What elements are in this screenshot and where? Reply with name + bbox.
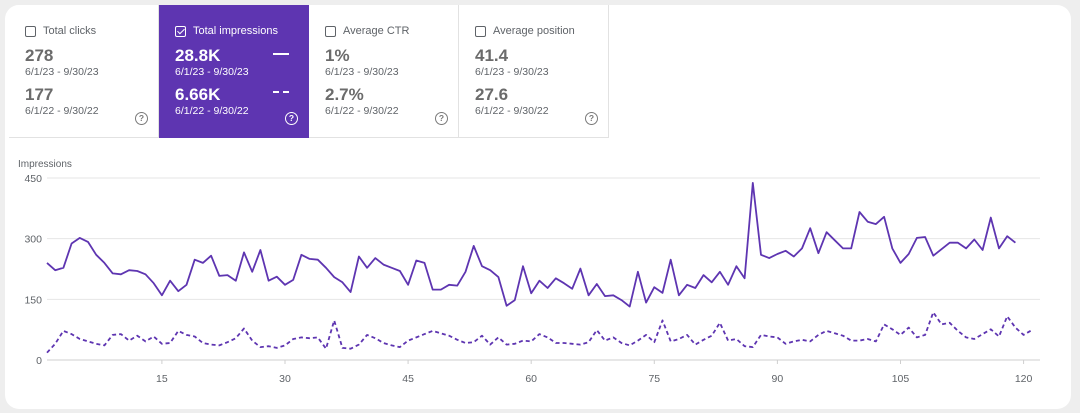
metric-tile-total-impressions[interactable]: Total impressions 28.8K 6/1/23 - 9/30/23… [159, 5, 309, 138]
x-tick-label: 45 [402, 373, 414, 385]
metric-value-previous: 2.7% [325, 85, 364, 104]
x-tick-label: 15 [156, 373, 168, 385]
metric-label: Total clicks [43, 25, 97, 37]
metric-range-current: 6/1/23 - 9/30/23 [25, 66, 99, 78]
metric-header: Average position [475, 25, 575, 37]
x-tick-label: 75 [648, 373, 660, 385]
y-tick-label: 0 [36, 355, 42, 367]
x-tick-label: 30 [279, 373, 291, 385]
metric-range-current: 6/1/23 - 9/30/23 [475, 66, 549, 78]
x-tick-label: 105 [892, 373, 910, 385]
chart-x-ticks: 15 30 45 60 75 90 105 120 [156, 360, 1033, 385]
x-tick-label: 60 [525, 373, 537, 385]
metric-range-previous: 6/1/22 - 9/30/22 [325, 105, 399, 117]
metric-header: Total clicks [25, 25, 96, 37]
checkbox-icon[interactable] [475, 25, 486, 37]
metric-header: Total impressions [175, 25, 278, 37]
metric-label: Average CTR [343, 25, 410, 37]
chart-grid [47, 177, 1040, 361]
metric-tile-average-position[interactable]: Average position 41.4 6/1/23 - 9/30/23 2… [459, 5, 609, 138]
series-current-period-line [46, 181, 1016, 308]
metric-value-current: 1% [325, 46, 350, 65]
help-icon[interactable]: ? [285, 112, 298, 125]
metric-value-current: 278 [25, 46, 54, 65]
y-tick-label: 150 [24, 294, 42, 306]
x-tick-label: 90 [772, 373, 784, 385]
metric-value-previous: 6.66K [175, 85, 221, 104]
impressions-chart: Impressions 0 150 300 450 15 30 45 60 75 90 105 12… [18, 159, 1040, 385]
solid-line-legend-icon [273, 53, 289, 55]
y-tick-label: 300 [24, 234, 42, 246]
metric-range-current: 6/1/23 - 9/30/23 [175, 66, 249, 78]
metric-label: Total impressions [193, 25, 278, 37]
metric-value-current: 41.4 [475, 46, 509, 65]
metric-value-previous: 27.6 [475, 85, 509, 104]
x-tick-label: 120 [1015, 373, 1033, 385]
metric-value-current: 28.8K [175, 46, 221, 65]
y-tick-label: 450 [24, 173, 42, 185]
checkbox-checked-icon[interactable] [175, 25, 186, 37]
metric-label: Average position [493, 25, 575, 37]
chart-y-ticks: 0 150 300 450 [24, 173, 42, 367]
performance-card: Total clicks 278 6/1/23 - 9/30/23 177 6/… [5, 5, 1071, 409]
dashed-line-legend-icon [273, 91, 289, 93]
metric-header: Average CTR [325, 25, 409, 37]
help-icon[interactable]: ? [435, 112, 448, 125]
help-icon[interactable]: ? [135, 112, 148, 125]
series-previous-period-line [46, 311, 1033, 354]
metric-range-current: 6/1/23 - 9/30/23 [325, 66, 399, 78]
metric-range-previous: 6/1/22 - 9/30/22 [25, 105, 99, 117]
metric-tile-total-clicks[interactable]: Total clicks 278 6/1/23 - 9/30/23 177 6/… [9, 5, 159, 138]
metric-range-previous: 6/1/22 - 9/30/22 [175, 105, 249, 117]
chart-y-axis-title: Impressions [18, 159, 72, 170]
metric-range-previous: 6/1/22 - 9/30/22 [475, 105, 549, 117]
help-icon[interactable]: ? [585, 112, 598, 125]
metric-tile-average-ctr[interactable]: Average CTR 1% 6/1/23 - 9/30/23 2.7% 6/1… [309, 5, 459, 138]
chart-series [46, 181, 1033, 354]
metric-value-previous: 177 [25, 85, 54, 104]
checkbox-icon[interactable] [25, 25, 36, 37]
checkbox-icon[interactable] [325, 25, 336, 37]
